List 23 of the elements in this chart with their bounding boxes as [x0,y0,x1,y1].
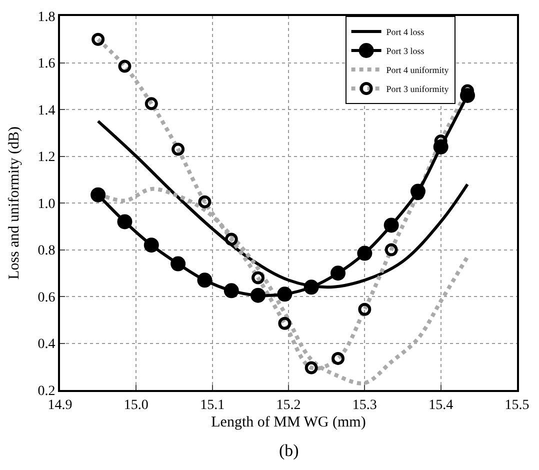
x-tick-label: 15.2 [276,398,301,413]
x-tick-label: 15.1 [200,398,225,413]
y-tick-label: 0.6 [38,290,56,306]
y-tick-label: 0.4 [38,337,56,352]
y-axis-title: Loss and uniformity (dB) [6,126,22,280]
y-tick-label: 1.0 [38,196,56,212]
y-tick-label: 1.8 [38,10,56,25]
legend-label: Port 3 loss [386,46,425,56]
x-tick-label: 15.3 [352,398,377,413]
legend-label: Port 4 uniformity [386,65,450,76]
legend-label: Port 3 uniformity [386,84,450,94]
y-tick-label: 0.2 [38,384,56,399]
x-tick-label: 15.5 [504,398,530,413]
x-tick-label: 15.4 [428,398,454,413]
y-tick-label: 1.6 [38,56,56,72]
text: (b) [279,441,299,460]
x-axis-title: Length of MM WG (mm) [211,414,366,430]
y-tick-label: 1.4 [38,103,56,118]
y-tick-label: 1.2 [38,150,56,166]
x-tick-label: 15.0 [124,398,148,413]
x-tick-label: 14.9 [48,398,72,413]
y-tick-label: 0.8 [38,244,56,259]
legend-label: Port 4 loss [386,27,425,38]
